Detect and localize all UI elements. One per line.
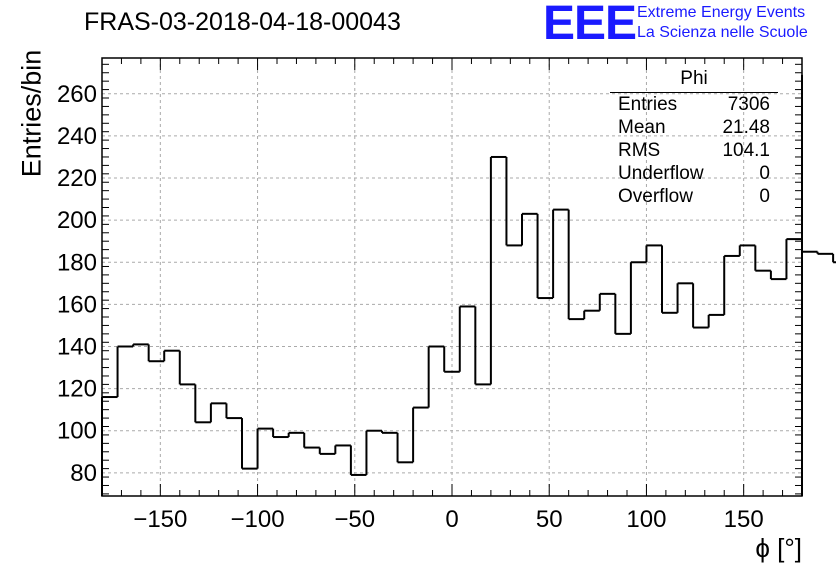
- stats-row-overflow: Overflow 0: [610, 185, 778, 208]
- y-tick-label: 160: [57, 291, 97, 318]
- y-tick-label: 220: [57, 165, 97, 192]
- y-tick-label: 180: [57, 249, 97, 276]
- stats-row-entries: Entries 7306: [610, 93, 778, 116]
- stats-label: Underflow: [618, 163, 704, 184]
- stats-row-rms: RMS 104.1: [610, 139, 778, 162]
- stats-label: RMS: [618, 140, 661, 161]
- chart-title: FRAS-03-2018-04-18-00043: [84, 8, 401, 36]
- x-tick-label: −50: [334, 506, 375, 533]
- x-tick-label: 50: [536, 506, 563, 533]
- x-tick-label: 150: [724, 506, 764, 533]
- logo-caption: Extreme Energy Events La Scienza nelle S…: [637, 3, 808, 43]
- stats-value: 7306: [727, 94, 770, 115]
- logo-caption-line2: La Scienza nelle Scuole: [637, 24, 808, 41]
- stats-row-mean: Mean 21.48: [610, 116, 778, 139]
- stats-label: Entries: [618, 94, 678, 115]
- stats-value: 0: [759, 163, 770, 184]
- stats-label: Overflow: [618, 186, 693, 207]
- y-tick-label: 140: [57, 333, 97, 360]
- stats-label: Mean: [618, 117, 666, 138]
- stats-box: Phi Entries 7306 Mean 21.48 RMS 104.1 Un…: [610, 68, 778, 208]
- grid-lines: [102, 58, 802, 496]
- axes: [101, 57, 803, 497]
- y-tick-label: 120: [57, 376, 97, 403]
- stats-title: Phi: [610, 68, 778, 93]
- y-tick-label: 100: [57, 418, 97, 445]
- tick-labels: −150 −100 −50 0 50 100 150 80 100 120 140 160 180 200…: [57, 81, 764, 533]
- stats-row-underflow: Underflow 0: [610, 162, 778, 185]
- y-tick-label: 80: [70, 460, 97, 487]
- eee-logo: EEE: [543, 0, 637, 50]
- x-axis-label: ϕ [°]: [755, 533, 802, 563]
- stats-value: 104.1: [722, 140, 770, 161]
- x-tick-label: 100: [626, 506, 666, 533]
- y-axis-label: Entries/bin: [16, 49, 47, 178]
- logo-caption-line1: Extreme Energy Events: [637, 4, 806, 21]
- x-tick-label: −100: [231, 506, 285, 533]
- y-tick-label: 240: [57, 123, 97, 150]
- x-tick-label: 0: [445, 506, 458, 533]
- y-tick-label: 260: [57, 81, 97, 108]
- stats-value: 21.48: [722, 117, 770, 138]
- stats-value: 0: [759, 186, 770, 207]
- x-tick-label: −150: [133, 506, 187, 533]
- y-tick-label: 200: [57, 207, 97, 234]
